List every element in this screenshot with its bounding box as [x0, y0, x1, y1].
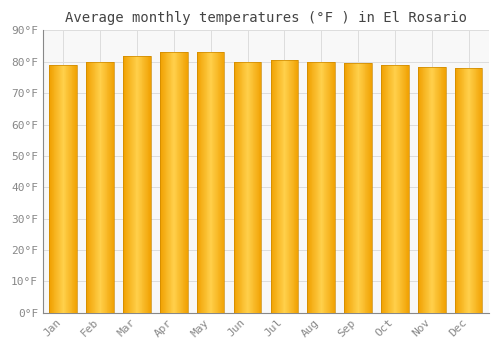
Bar — [308, 62, 335, 313]
Bar — [86, 62, 114, 313]
Bar — [418, 66, 446, 313]
Bar — [270, 60, 298, 313]
Bar — [344, 63, 372, 313]
Bar — [234, 62, 262, 313]
Bar — [455, 68, 482, 313]
Bar — [381, 65, 408, 313]
Bar — [197, 52, 224, 313]
Title: Average monthly temperatures (°F ) in El Rosario: Average monthly temperatures (°F ) in El… — [65, 11, 467, 25]
Bar — [123, 56, 151, 313]
Bar — [50, 65, 77, 313]
Bar — [160, 52, 188, 313]
